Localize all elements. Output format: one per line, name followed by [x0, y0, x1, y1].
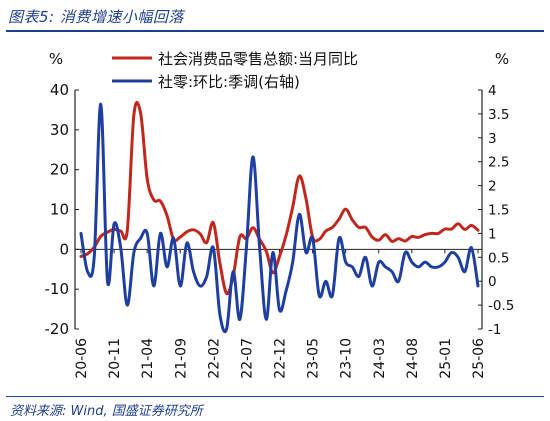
left-unit-label: % — [49, 50, 63, 68]
right-tick-label: 3 — [488, 131, 497, 147]
right-tick-label: 2.5 — [488, 155, 509, 171]
right-tick-label: 2 — [488, 179, 497, 195]
axes-group: 40 30 20 10 0 -10 -20 4 3.5 3 2.5 2 1.5 1 0.5 0 -0.5 -1%%… — [45, 50, 515, 379]
series-lines — [79, 101, 480, 334]
x-tick-label: 24-08 — [405, 338, 421, 379]
title-divider — [6, 30, 544, 32]
x-tick-label: 24-03 — [372, 338, 388, 379]
right-tick-label: -1 — [488, 322, 501, 338]
right-tick-label: 3.5 — [488, 107, 509, 123]
left-tick-label: 30 — [50, 121, 69, 139]
retail-sales-mom-line — [79, 102, 480, 334]
source-divider — [6, 396, 544, 397]
x-tick-label: 21-09 — [173, 338, 189, 379]
right-unit-label: % — [495, 50, 509, 68]
left-tick-label: 40 — [50, 81, 69, 99]
retail-sales-yoy-line — [79, 101, 480, 296]
x-tick-label: 25-01 — [438, 338, 454, 379]
left-tick-label: -10 — [45, 280, 70, 298]
figure-source: 资料来源: Wind, 国盛证券研究所 — [10, 404, 203, 419]
x-tick-label: 21-04 — [140, 338, 156, 379]
left-tick-label: 20 — [50, 161, 69, 179]
left-tick-label: -20 — [45, 320, 70, 338]
left-tick-label: 10 — [50, 201, 69, 219]
right-tick-label: 0.5 — [488, 250, 509, 266]
legend-label-1: 社会消费品零售总额:当月同比 — [158, 50, 358, 68]
right-tick-label: 1 — [488, 226, 497, 242]
figure-title: 图表5: 消费增速小幅回落 — [8, 8, 184, 26]
legend-label-2: 社零:环比:季调(右轴) — [158, 73, 300, 91]
x-tick-label: 20-06 — [74, 338, 90, 379]
x-tick-label: 22-02 — [206, 338, 222, 379]
x-tick-label: 22-07 — [239, 338, 255, 379]
right-tick-label: 1.5 — [488, 203, 509, 219]
right-tick-label: 4 — [488, 83, 497, 99]
x-tick-label: 20-11 — [107, 338, 123, 379]
left-tick-label: 0 — [59, 240, 69, 258]
chart-area: 40 30 20 10 0 -10 -20 4 3.5 3 2.5 2 1.5 1 0.5 0 -0.5 -1%%… — [45, 50, 515, 379]
x-tick-label: 22-12 — [273, 338, 289, 379]
right-tick-label: -0.5 — [488, 298, 514, 314]
x-tick-label: 23-05 — [306, 338, 322, 379]
x-tick-label: 23-10 — [339, 338, 355, 379]
x-tick-label: 25-06 — [471, 338, 487, 379]
right-tick-label: 0 — [488, 274, 497, 290]
